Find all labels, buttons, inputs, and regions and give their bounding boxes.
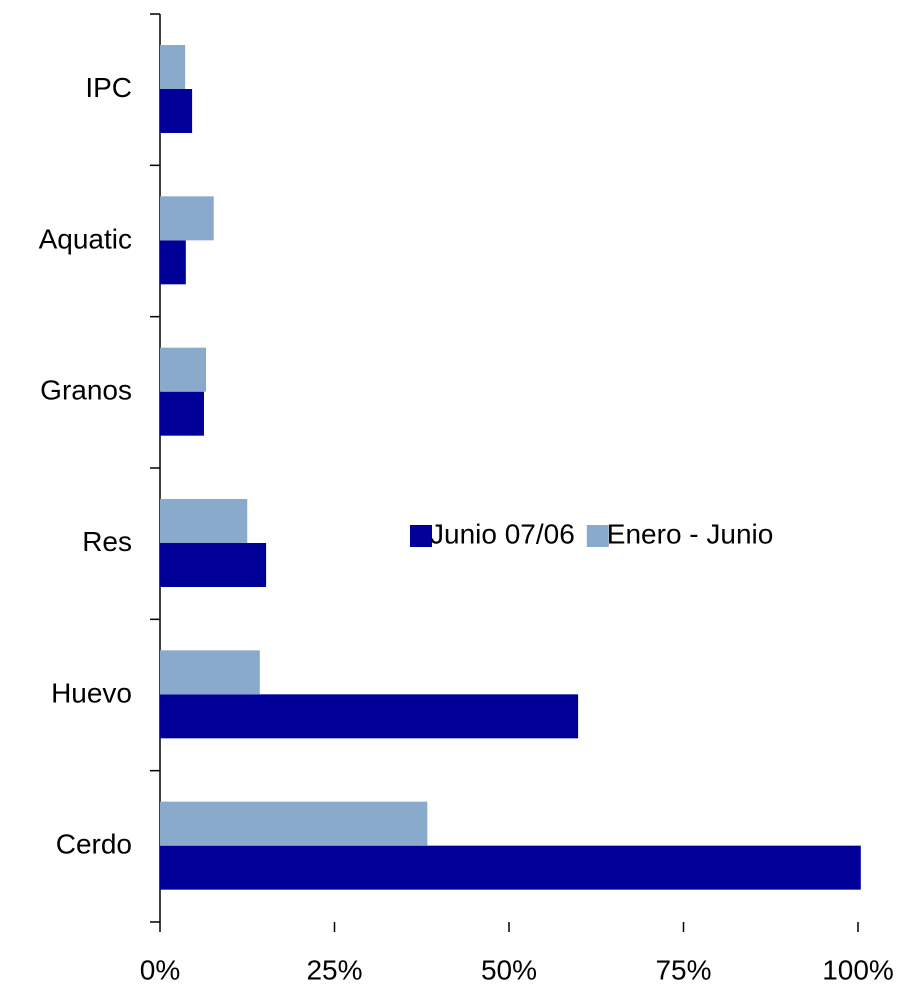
x-tick-label: 0% bbox=[140, 954, 180, 985]
bar bbox=[160, 650, 260, 695]
y-tick-label: Cerdo bbox=[56, 829, 132, 860]
y-tick-label: Res bbox=[82, 526, 132, 557]
bar bbox=[160, 499, 248, 543]
bar bbox=[160, 347, 207, 392]
bar bbox=[160, 694, 579, 739]
legend-swatch bbox=[586, 525, 609, 547]
legend-label: Enero - Junio bbox=[607, 518, 774, 549]
bar bbox=[160, 391, 204, 436]
y-tick-label: Granos bbox=[40, 375, 132, 406]
x-tick-label: 75% bbox=[655, 954, 711, 985]
bar bbox=[160, 240, 186, 285]
x-tick-label: 50% bbox=[481, 954, 537, 985]
x-tick-label: 25% bbox=[306, 954, 362, 985]
bar bbox=[160, 45, 186, 89]
legend-label: Junio 07/06 bbox=[430, 518, 575, 549]
legend-swatch bbox=[410, 525, 432, 547]
y-tick-label: IPC bbox=[85, 72, 132, 103]
x-tick-label: 100% bbox=[822, 954, 894, 985]
y-tick-label: Huevo bbox=[51, 677, 132, 708]
bar bbox=[160, 543, 267, 587]
bar bbox=[160, 89, 193, 133]
bar bbox=[160, 196, 214, 241]
bar bbox=[160, 845, 861, 890]
y-tick-label: Aquatic bbox=[39, 223, 132, 254]
bar bbox=[160, 801, 428, 846]
